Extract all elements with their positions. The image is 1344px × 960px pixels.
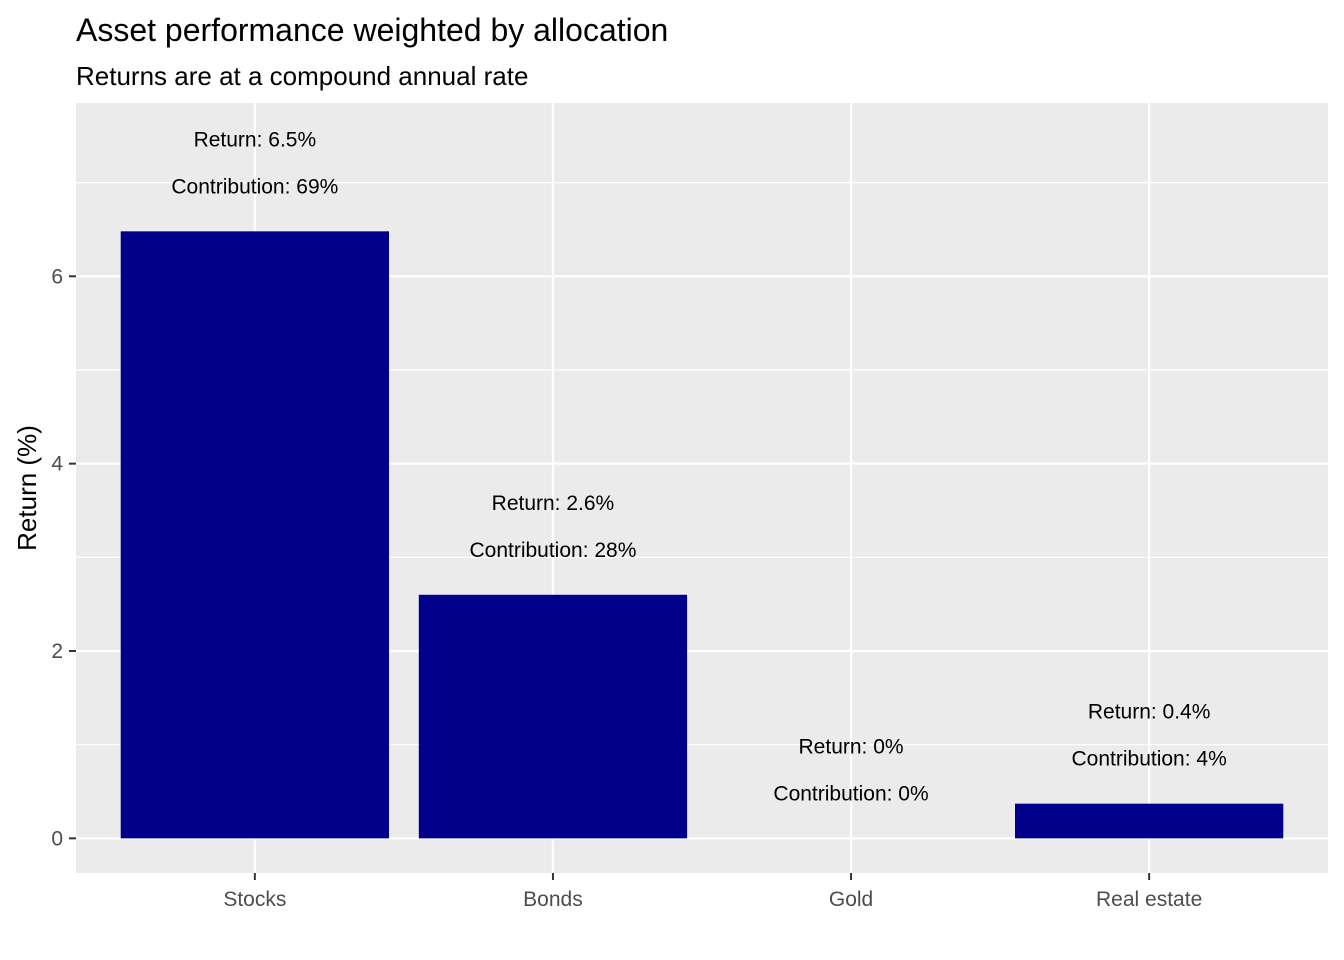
x-tick-label: Bonds (523, 888, 583, 911)
y-tick-label: 2 (51, 640, 63, 663)
x-tick-label: Stocks (223, 888, 286, 911)
bar-bonds (418, 594, 688, 839)
bar-label-contribution: Contribution: 0% (773, 782, 928, 805)
x-tick-label: Real estate (1096, 888, 1202, 911)
bar-labels: Return: 6.5% Contribution: 69% Return: 2.6… (171, 128, 1226, 805)
bar-label-contribution: Contribution: 28% (469, 539, 636, 562)
chart-title: Asset performance weighted by allocation (76, 12, 668, 48)
chart-subtitle: Returns are at a compound annual rate (76, 61, 528, 91)
y-axis-title: Return (%) (12, 425, 42, 551)
bar-label-return: Return: 0% (799, 735, 904, 758)
x-tick-label: Gold (829, 888, 873, 911)
bar-label-return: Return: 6.5% (194, 128, 317, 151)
x-axis: Stocks Bonds Gold Real estate (223, 873, 1202, 911)
bar-label-contribution: Contribution: 4% (1072, 748, 1227, 771)
bar-label-return: Return: 0.4% (1088, 701, 1211, 724)
bar-real-estate (1015, 803, 1284, 839)
bar-label-return: Return: 2.6% (492, 492, 615, 515)
bar-stocks (120, 231, 389, 839)
y-tick-label: 0 (51, 827, 63, 850)
y-tick-label: 6 (51, 265, 63, 288)
bar-label-contribution: Contribution: 69% (171, 175, 338, 198)
bars (120, 231, 1284, 839)
y-axis: 0 2 4 6 (51, 265, 76, 850)
y-tick-label: 4 (51, 453, 63, 476)
